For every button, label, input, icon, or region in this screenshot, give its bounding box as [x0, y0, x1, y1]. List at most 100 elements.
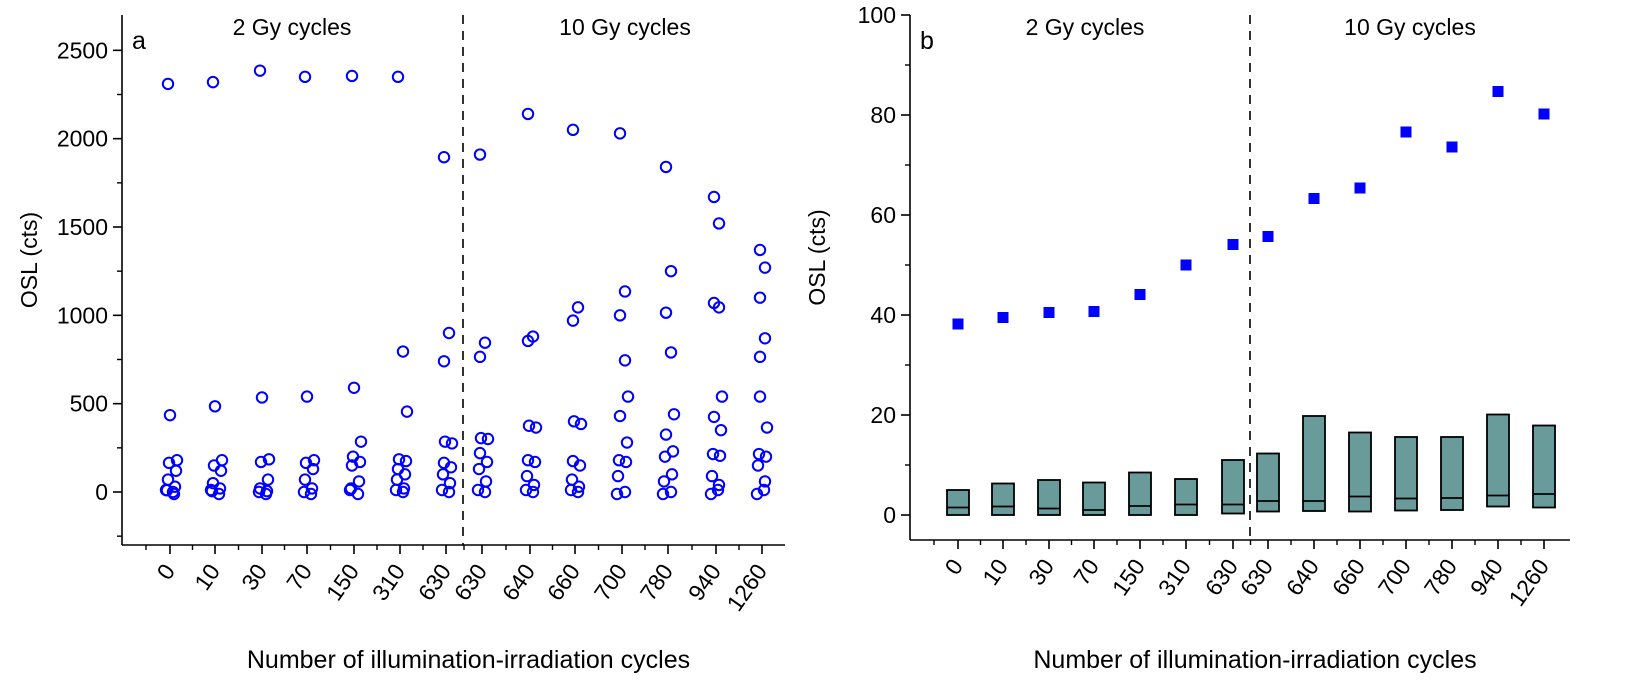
- x-tick-label: 630: [1200, 554, 1243, 600]
- data-point: [573, 459, 587, 472]
- y-tick-label: 100: [858, 2, 896, 28]
- data-point: [664, 346, 678, 359]
- data-point: [566, 314, 580, 327]
- data-point: [391, 70, 405, 84]
- data-point: [707, 190, 721, 204]
- data-point: [618, 354, 632, 367]
- box: [1082, 481, 1106, 516]
- section-label-10gy: 10 Gy cycles: [1344, 14, 1476, 40]
- data-point: [261, 473, 275, 486]
- data-point-square: [1400, 126, 1412, 138]
- x-tick-label: 70: [281, 559, 317, 595]
- data-point: [753, 350, 767, 364]
- data-point: [526, 485, 540, 499]
- y-axis-title: OSL (cts): [804, 209, 830, 305]
- data-point: [389, 483, 403, 497]
- data-point: [574, 417, 588, 431]
- data-point-square: [1262, 231, 1274, 242]
- data-point: [657, 475, 671, 488]
- data-point: [163, 408, 177, 422]
- x-tick-label: 10: [977, 554, 1013, 590]
- box: [1440, 436, 1464, 511]
- data-point-square: [1134, 289, 1146, 300]
- box: [1486, 413, 1510, 508]
- x-tick-label: 940: [683, 559, 726, 605]
- data-point: [473, 446, 487, 460]
- data-point: [400, 405, 414, 418]
- box: [1394, 436, 1418, 512]
- data-point: [613, 309, 627, 322]
- data-point: [705, 469, 719, 483]
- data-point: [567, 415, 581, 428]
- box: [1348, 431, 1372, 513]
- box: [946, 489, 970, 516]
- x-tick-label: 700: [1373, 554, 1416, 600]
- x-tick-label: 0: [151, 559, 180, 584]
- x-tick-label: 30: [236, 559, 272, 595]
- x-tick-label: 780: [635, 559, 678, 605]
- x-tick-label: 150: [1107, 554, 1150, 600]
- x-tick-label: 310: [367, 559, 410, 605]
- x-tick-label: 150: [321, 559, 364, 605]
- data-point-square: [1354, 182, 1366, 194]
- data-point: [706, 447, 720, 461]
- x-tick-label: 780: [1419, 554, 1462, 600]
- data-point: [445, 437, 459, 450]
- data-point: [298, 473, 312, 486]
- x-tick-label: 1260: [1503, 554, 1554, 611]
- data-point: [437, 355, 451, 368]
- data-point: [757, 483, 771, 497]
- x-tick-label: 30: [1023, 554, 1059, 590]
- y-tick-label: 0: [883, 502, 896, 528]
- data-point: [208, 400, 222, 413]
- data-point: [343, 483, 357, 497]
- section-label-2gy: 2 Gy cycles: [1026, 14, 1145, 40]
- data-point: [752, 447, 766, 461]
- data-point: [345, 459, 359, 472]
- data-point: [618, 285, 632, 298]
- y-tick-label: 0: [95, 479, 108, 505]
- box: [1128, 471, 1152, 516]
- data-point: [159, 483, 173, 497]
- data-point: [520, 469, 534, 483]
- x-tick-label: 640: [497, 559, 540, 605]
- data-point: [712, 478, 726, 492]
- data-point: [712, 301, 726, 314]
- data-point: [442, 485, 456, 499]
- y-axis-title: OSL (cts): [16, 212, 42, 308]
- x-tick-label: 630: [1235, 554, 1278, 600]
- box: [1302, 415, 1326, 512]
- section-label-2gy: 2 Gy cycles: [233, 14, 352, 40]
- data-point: [621, 390, 635, 403]
- y-tick-label: 40: [870, 302, 896, 328]
- data-point: [299, 456, 313, 470]
- box: [1256, 452, 1280, 513]
- data-point: [753, 390, 767, 403]
- data-point: [161, 77, 175, 91]
- data-point: [711, 483, 725, 497]
- data-point: [473, 350, 487, 364]
- data-point: [659, 306, 673, 319]
- data-point: [214, 464, 228, 477]
- y-tick-label: 20: [870, 402, 896, 428]
- data-point: [259, 487, 273, 501]
- x-tick-label: 640: [1281, 554, 1324, 600]
- data-point: [298, 70, 312, 84]
- data-point: [478, 485, 492, 499]
- data-point: [707, 410, 721, 424]
- data-point: [665, 468, 679, 481]
- data-point: [712, 217, 726, 230]
- data-point: [620, 436, 634, 449]
- data-point: [438, 435, 452, 448]
- data-point: [610, 487, 624, 501]
- x-tick-label: 940: [1465, 554, 1508, 600]
- data-point: [521, 334, 535, 348]
- data-point-square: [1538, 108, 1550, 120]
- data-point: [479, 475, 493, 488]
- data-point: [760, 421, 774, 434]
- data-point: [667, 408, 681, 421]
- y-tick-label: 1000: [57, 302, 108, 328]
- data-point: [345, 69, 359, 83]
